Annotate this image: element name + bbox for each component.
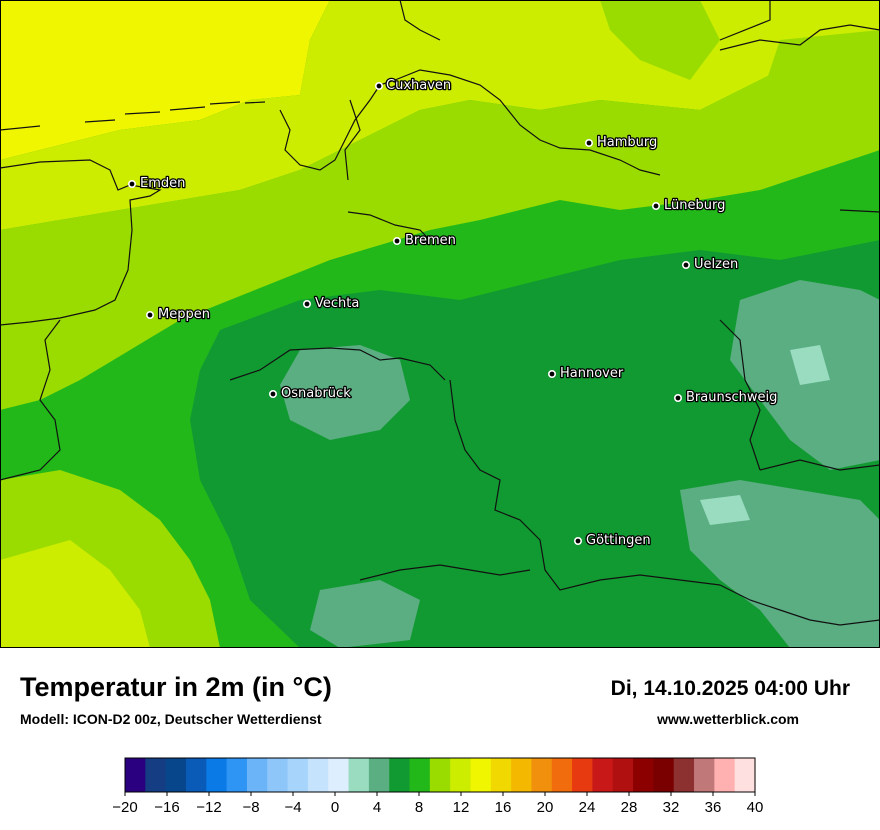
colorbar-tick-label: 28	[621, 799, 638, 816]
colorbar-swatch	[267, 758, 289, 792]
colorbar-swatch	[694, 758, 715, 792]
svg-text:Lüneburg: Lüneburg	[664, 198, 725, 213]
colorbar-swatch	[165, 758, 187, 792]
svg-text:Emden: Emden	[140, 176, 185, 191]
city-marker-vechta: Vechta	[302, 295, 361, 312]
svg-text:Braunschweig: Braunschweig	[686, 390, 777, 405]
colorbar-tick-label: 8	[415, 799, 423, 816]
city-marker-uelzen: Uelzen	[681, 256, 739, 273]
colorbar-swatch	[592, 758, 614, 792]
colorbar-swatch	[531, 758, 553, 792]
svg-text:Vechta: Vechta	[315, 296, 359, 311]
coastline-borders	[0, 0, 880, 626]
website-link[interactable]: www.wetterblick.com	[657, 711, 799, 727]
colorbar-swatch	[572, 758, 594, 792]
colorbar-swatch	[551, 758, 573, 792]
svg-text:Osnabrück: Osnabrück	[281, 386, 351, 401]
city-marker-hamburg: Hamburg	[584, 134, 659, 151]
colorbar-tick-label: 0	[331, 799, 339, 816]
colorbar-tick-label: −16	[154, 799, 179, 816]
city-marker-meppen: Meppen	[146, 306, 211, 323]
colorbar-tick-label: −4	[284, 799, 301, 816]
colorbar-frame	[124, 757, 756, 793]
colorbar-tick-label: −8	[242, 799, 259, 816]
colorbar-swatch	[389, 758, 411, 792]
colorbar-tick-label: 4	[373, 799, 381, 816]
colorbar-tick-label: 16	[495, 799, 512, 816]
colorbar-swatch	[653, 758, 675, 792]
colorbar-swatch	[185, 758, 207, 792]
colorbar-tick-label: −12	[196, 799, 221, 816]
colorbar-swatch	[470, 758, 492, 792]
svg-text:Meppen: Meppen	[158, 307, 210, 322]
city-markers: Cuxhaven Hamburg Emden Lüneburg Bremen U…	[128, 77, 779, 549]
svg-text:Hannover: Hannover	[560, 366, 624, 381]
colorbar-swatch	[145, 758, 167, 792]
colorbar-swatch	[348, 758, 370, 792]
colorbar-swatch	[714, 758, 736, 792]
colorbar-swatch	[734, 758, 756, 792]
colorbar-tick-label: −20	[112, 799, 137, 816]
colorbar-swatch	[206, 758, 228, 792]
temperature-map: Cuxhaven Hamburg Emden Lüneburg Bremen U…	[0, 0, 880, 648]
temp-zone-12-14	[0, 60, 880, 410]
colorbar-swatch	[450, 758, 472, 792]
map-title: Temperatur in 2m (in °C)	[20, 672, 332, 702]
svg-text:Cuxhaven: Cuxhaven	[386, 78, 451, 93]
colorbar-swatch	[633, 758, 654, 792]
city-marker-hannover: Hannover	[547, 365, 625, 382]
colorbar-swatch	[125, 758, 146, 792]
svg-text:Göttingen: Göttingen	[586, 533, 651, 548]
svg-text:Uelzen: Uelzen	[694, 257, 738, 272]
colorbar-tick-label: 20	[537, 799, 554, 816]
colorbar-swatch	[328, 758, 350, 792]
svg-text:Bremen: Bremen	[405, 233, 456, 248]
colorbar-tick-label: 12	[453, 799, 470, 816]
colorbar-swatch	[409, 758, 431, 792]
colorbar-swatch	[429, 758, 451, 792]
colorbar-swatch	[511, 758, 533, 792]
city-marker-lueneburg: Lüneburg	[651, 197, 727, 214]
colorbar-swatch	[612, 758, 634, 792]
colorbar-swatch	[368, 758, 390, 792]
forecast-datetime: Di, 14.10.2025 04:00 Uhr	[610, 677, 850, 700]
colorbar-tick-label: 36	[705, 799, 722, 816]
colorbar-swatch	[246, 758, 268, 792]
city-marker-osnabrueck: Osnabrück	[268, 385, 352, 402]
temperature-colorbar: −20 −16 −12 −8 −4 0 4 8 12 16 20 24 28 32 36 40	[110, 752, 770, 822]
colorbar-swatch	[226, 758, 248, 792]
colorbar-swatch	[490, 758, 512, 792]
city-marker-braunschweig: Braunschweig	[673, 389, 779, 406]
colorbar-swatch	[673, 758, 695, 792]
colorbar-tick-label: 40	[747, 799, 764, 816]
colorbar-tick-label: 24	[579, 799, 596, 816]
colorbar-swatch	[287, 758, 309, 792]
model-info: Modell: ICON-D2 00z, Deutscher Wetterdie…	[20, 711, 322, 727]
city-marker-emden: Emden	[128, 175, 187, 192]
city-marker-goettingen: Göttingen	[573, 532, 652, 549]
svg-text:Hamburg: Hamburg	[597, 135, 657, 150]
city-marker-bremen: Bremen	[392, 232, 457, 249]
city-marker-cuxhaven: Cuxhaven	[374, 77, 452, 94]
colorbar-tick-label: 32	[663, 799, 680, 816]
colorbar-swatch	[307, 758, 329, 792]
temp-zone-16-20	[0, 0, 330, 160]
